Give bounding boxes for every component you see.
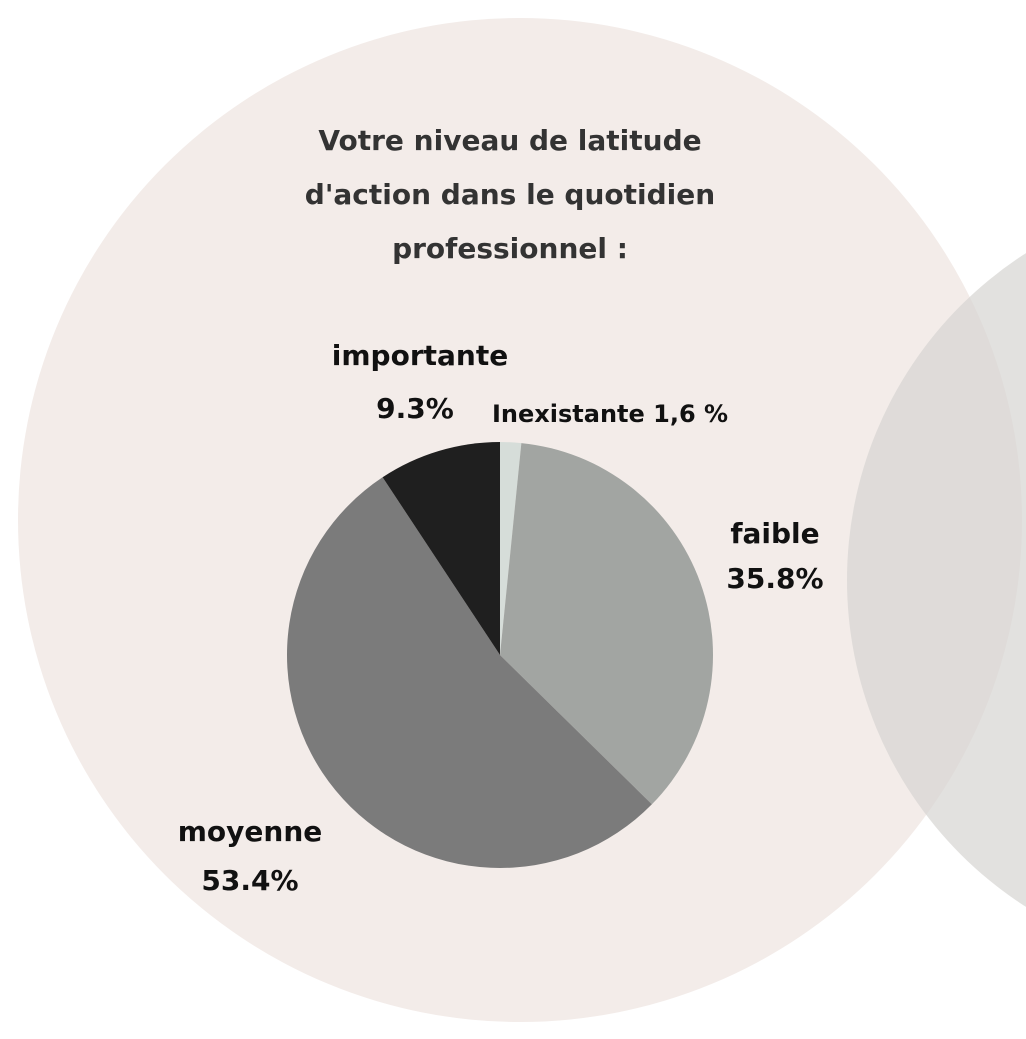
value-label: 35.8% [726,562,823,595]
chart-title: d'action dans le quotidien [305,178,715,211]
category-label: faible [730,517,819,550]
value-label: 1,6 % [653,400,728,428]
chart-title: Votre niveau de latitude [318,124,701,157]
pie-slice [382,442,500,655]
pie-slice [286,477,652,869]
value-label: 9.3% [376,392,454,425]
side-circle [847,253,1026,907]
category-label: importante [332,339,508,372]
category-label: moyenne [178,815,323,848]
pie-slice [500,442,522,655]
pie [286,442,713,869]
pie-slice [500,443,713,805]
slice-label: Inexistante 1,6 % [492,400,728,428]
value-label: 53.4% [201,864,298,897]
category-label: Inexistante [492,400,645,428]
chart-title: professionnel : [392,232,628,265]
